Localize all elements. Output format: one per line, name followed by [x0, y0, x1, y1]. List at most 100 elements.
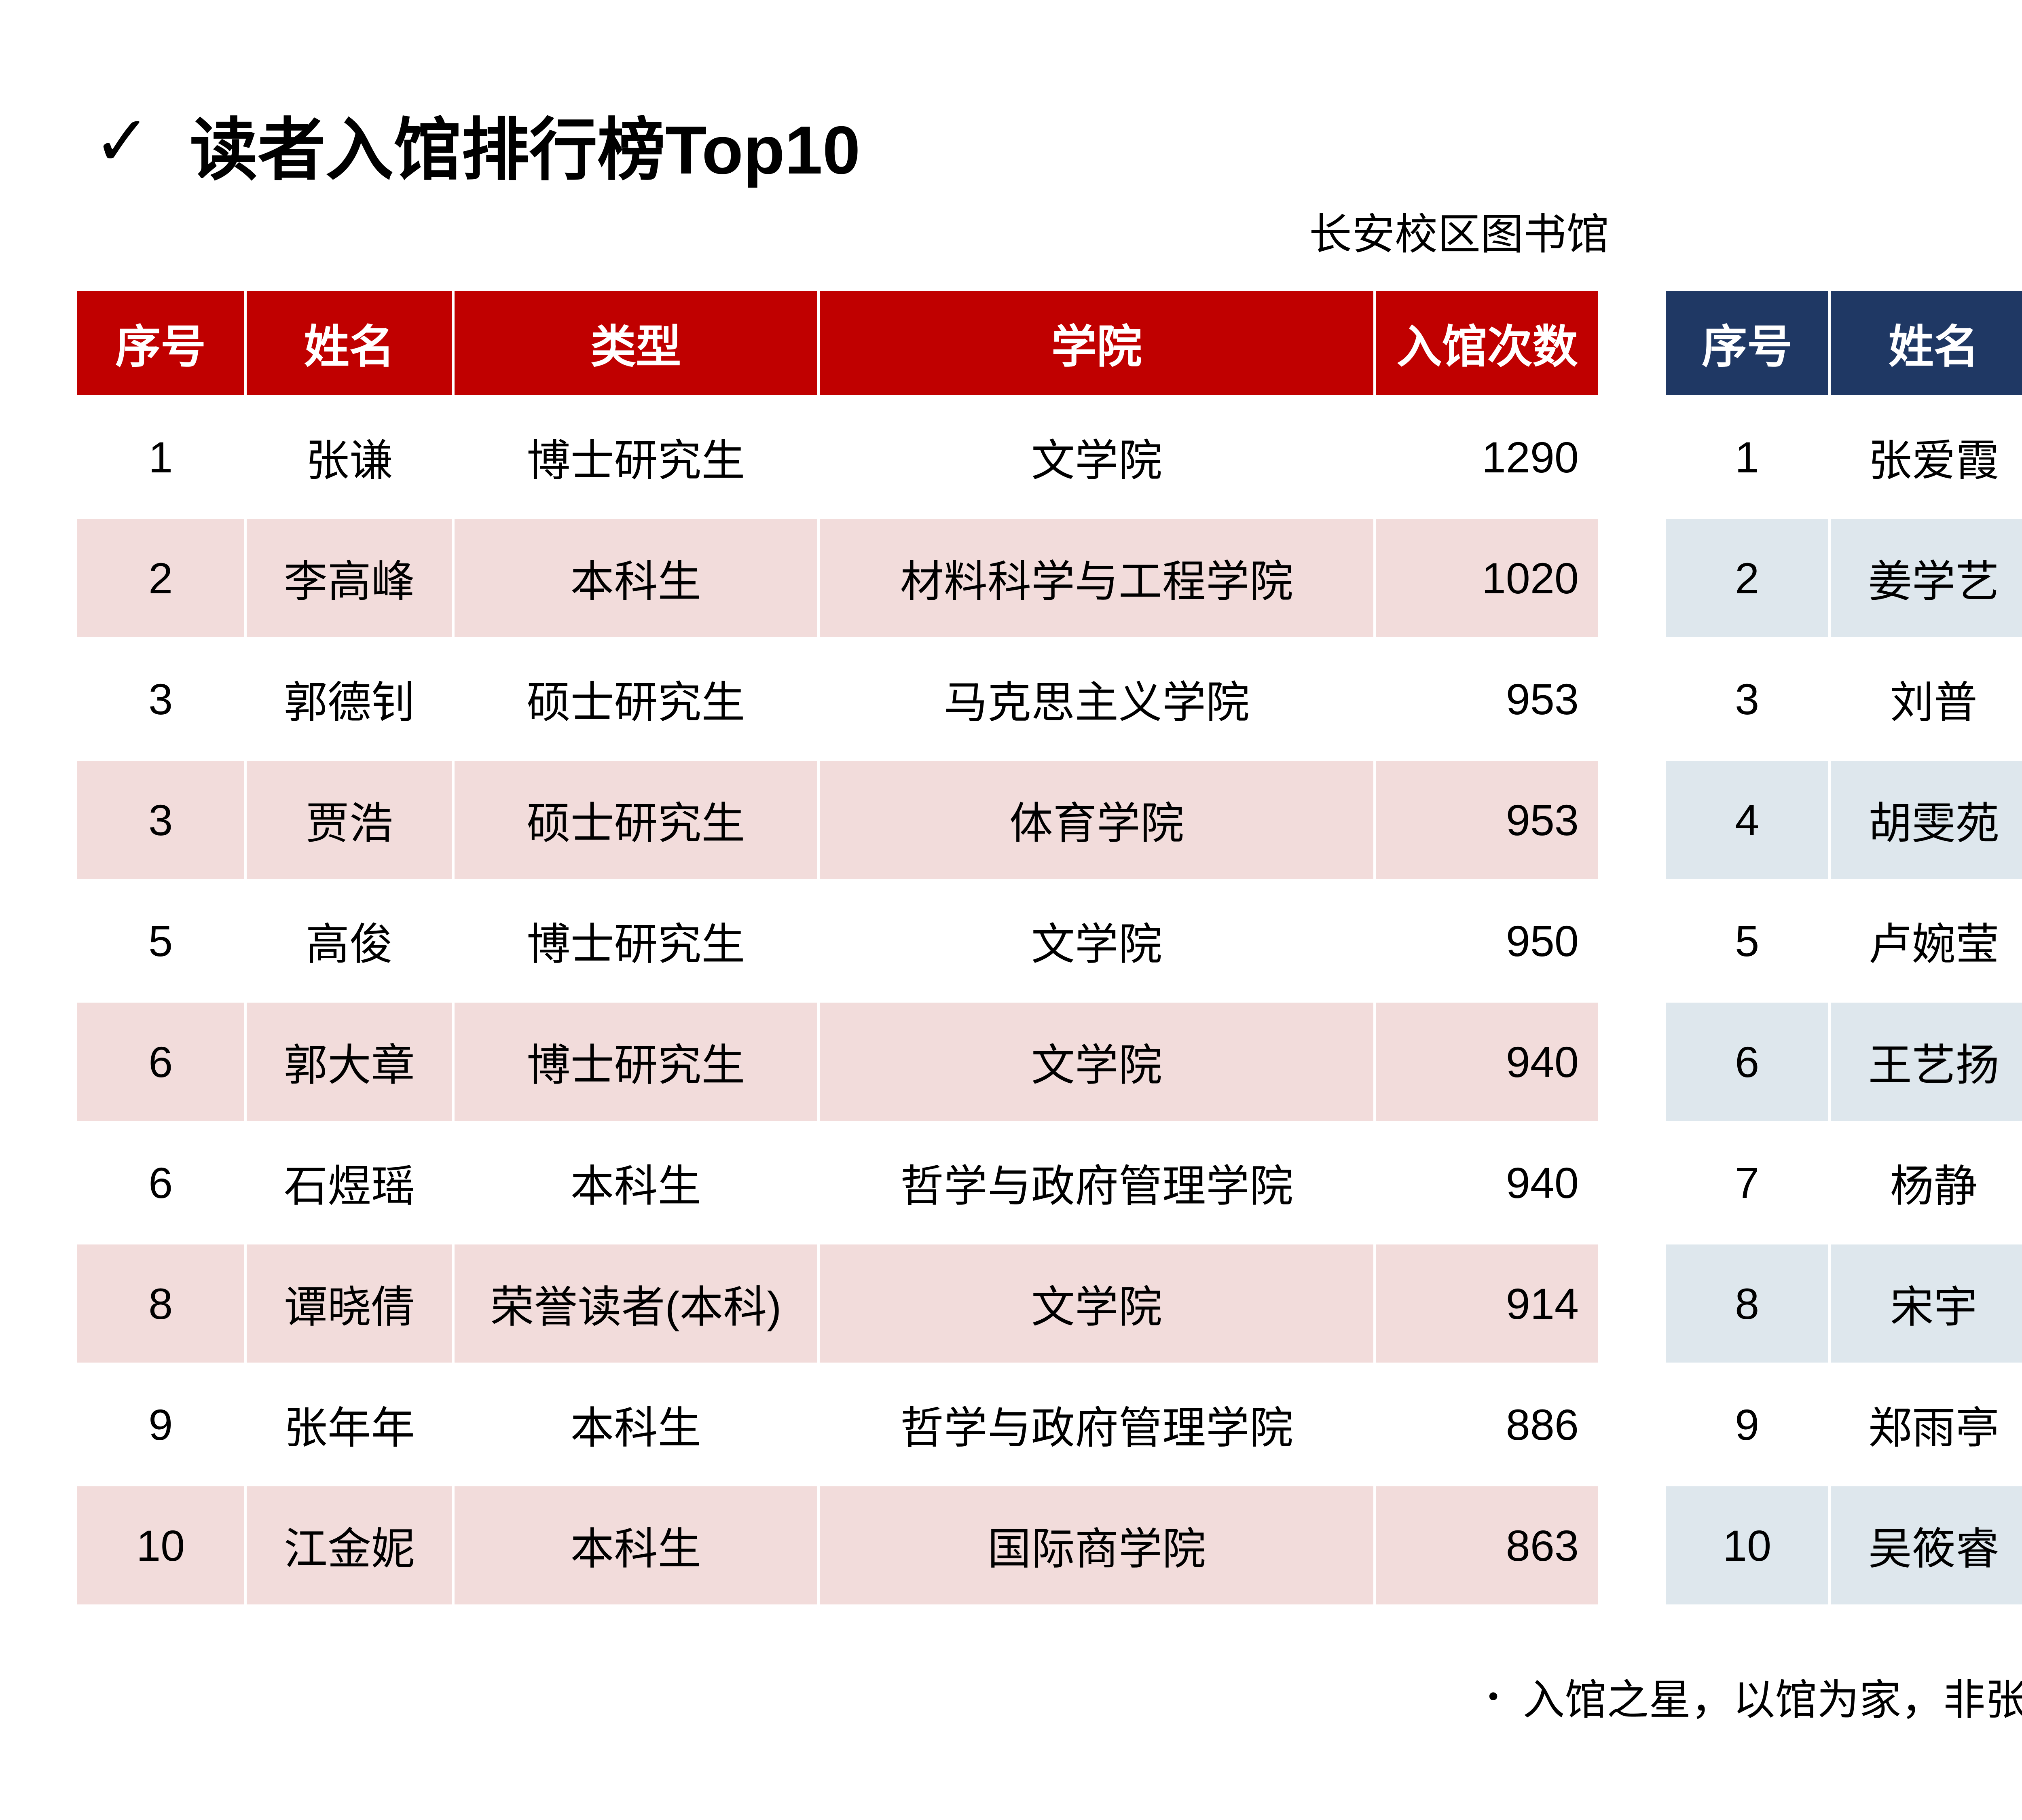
table-cell: 8	[1662, 1242, 1832, 1365]
column-header: 序号	[74, 288, 247, 398]
table-cell: 940	[1373, 1000, 1601, 1124]
changan-table-header: 序号 姓名 类型 学院 入馆次数	[74, 288, 1601, 398]
left-table-subtitle: 长安校区图书馆	[1309, 211, 1609, 258]
footnote-text: 入馆之星，以馆为家，非张同学莫属。这份专一与坚持，值得钦佩。	[1523, 1677, 2022, 1724]
table-cell: 9	[1662, 1363, 1832, 1486]
table-cell: 10	[1662, 1484, 1832, 1607]
table-cell: 953	[1373, 637, 1601, 761]
table-cell: 本科生	[452, 1363, 820, 1486]
changan-table-body: 1 张谦 博士研究生 文学院 1290 2 李高峰 本科生 材料科学与工程学院 1020 3 郭德钊硕…	[74, 395, 1601, 1607]
table-cell: 10	[74, 1484, 247, 1607]
footnote: • 入馆之星，以馆为家，非张同学莫属。这份专一与坚持，值得钦佩。	[1488, 1666, 2022, 1727]
table-row: 8 谭晓倩 荣誉读者(本科) 文学院 914	[74, 1242, 1601, 1365]
table-cell: 6	[74, 1000, 247, 1124]
table-cell: 杨静	[1828, 1121, 2022, 1244]
table-cell: 宋宇	[1828, 1242, 2022, 1365]
table-cell: 哲学与政府管理学院	[817, 1121, 1377, 1244]
table-cell: 9	[74, 1363, 247, 1486]
column-header: 序号	[1662, 288, 1832, 398]
table-cell: 马克思主义学院	[817, 637, 1377, 761]
table-row: 5卢婉莹博士研究生外国语学院703	[1662, 879, 2022, 1003]
table-row: 10吴筱睿本科生马克思主义学院667	[1662, 1484, 2022, 1607]
table-row: 2姜学艺硕士研究生教育学部791	[1662, 516, 2022, 640]
table-cell: 博士研究生	[452, 395, 820, 519]
changan-ranking-table: 序号 姓名 类型 学院 入馆次数 1 张谦 博士研究生 文学院 1290 2 李高峰 本科生 材料科学与…	[74, 288, 1601, 1607]
column-header: 类型	[452, 288, 820, 398]
table-cell: 贾浩	[244, 758, 455, 882]
table-row: 9郑雨亭本科生外国语学院674	[1662, 1363, 2022, 1486]
table-cell: 张爱霞	[1828, 395, 2022, 519]
table-row: 6 石煜瑶 本科生 哲学与政府管理学院 940	[74, 1121, 1601, 1244]
table-cell: 本科生	[452, 1484, 820, 1607]
table-cell: 5	[1662, 879, 1832, 1003]
table-cell: 硕士研究生	[452, 637, 820, 761]
table-row: 1 张谦 博士研究生 文学院 1290	[74, 395, 1601, 519]
table-cell: 张年年	[244, 1363, 455, 1486]
column-header: 姓名	[244, 288, 455, 398]
page-title-text: 读者入馆排行榜Top10	[190, 112, 861, 188]
table-cell: 7	[1662, 1121, 1832, 1244]
table-cell: 文学院	[817, 1000, 1377, 1124]
table-cell: 2	[1662, 516, 1832, 640]
table-row: 3刘普硕士研究生教育学部744	[1662, 637, 2022, 761]
table-cell: 郭德钊	[244, 637, 455, 761]
table-cell: 本科生	[452, 1121, 820, 1244]
table-row: 2 李高峰 本科生 材料科学与工程学院 1020	[74, 516, 1601, 640]
table-cell: 1290	[1373, 395, 1601, 519]
table-row: 6王艺扬本科生地理科学与旅游学院693	[1662, 1000, 2022, 1124]
table-cell: 本科生	[452, 516, 820, 640]
table-cell: 3	[74, 758, 247, 882]
table-row: 10 江金妮 本科生 国际商学院 863	[74, 1484, 1601, 1607]
table-row: 3 贾浩 硕士研究生 体育学院 953	[74, 758, 1601, 882]
table-cell: 863	[1373, 1484, 1601, 1607]
table-cell: 8	[74, 1242, 247, 1365]
table-cell: 1	[74, 395, 247, 519]
right-table-subtitle: 雁塔校区图书馆	[1663, 204, 2022, 265]
table-row: 6 郭大章 博士研究生 文学院 940	[74, 1000, 1601, 1124]
table-cell: 石煜瑶	[244, 1121, 455, 1244]
table-cell: 文学院	[817, 879, 1377, 1003]
table-cell: 刘普	[1828, 637, 2022, 761]
table-cell: 江金妮	[244, 1484, 455, 1607]
table-cell: 886	[1373, 1363, 1601, 1486]
table-cell: 姜学艺	[1828, 516, 2022, 640]
table-cell: 6	[74, 1121, 247, 1244]
table-cell: 胡雯苑	[1828, 758, 2022, 882]
table-cell: 6	[1662, 1000, 1832, 1124]
table-cell: 李高峰	[244, 516, 455, 640]
table-cell: 材料科学与工程学院	[817, 516, 1377, 640]
table-cell: 1020	[1373, 516, 1601, 640]
page-title: ✓ 读者入馆排行榜Top10	[93, 95, 860, 193]
table-cell: 国际商学院	[817, 1484, 1377, 1607]
table-cell: 高俊	[244, 879, 455, 1003]
table-cell: 硕士研究生	[452, 758, 820, 882]
table-cell: 2	[74, 516, 247, 640]
table-row: 8宋宇硕士研究生教育学部685	[1662, 1242, 2022, 1365]
table-cell: 4	[1662, 758, 1832, 882]
table-cell: 3	[74, 637, 247, 761]
column-header: 入馆次数	[1373, 288, 1601, 398]
table-cell: 博士研究生	[452, 1000, 820, 1124]
header-row: 序号姓名类型学院入馆次数	[74, 288, 1601, 398]
table-cell: 体育学院	[817, 758, 1377, 882]
changan-table-container: 序号 姓名 类型 学院 入馆次数 1 张谦 博士研究生 文学院 1290 2 李高峰 本科生 材料科学与…	[74, 288, 1601, 1607]
table-cell: 文学院	[817, 1242, 1377, 1365]
table-cell: 953	[1373, 758, 1601, 882]
table-row: 9 张年年 本科生 哲学与政府管理学院 886	[74, 1363, 1601, 1486]
table-cell: 914	[1373, 1242, 1601, 1365]
table-row: 5 高俊 博士研究生 文学院 950	[74, 879, 1601, 1003]
table-cell: 3	[1662, 637, 1832, 761]
checkmark-icon: ✓	[93, 102, 152, 180]
table-cell: 王艺扬	[1828, 1000, 2022, 1124]
table-cell: 940	[1373, 1121, 1601, 1244]
table-cell: 1	[1662, 395, 1832, 519]
yanta-table-body: 1张爱霞硕士研究生马克思主义学院13142姜学艺硕士研究生教育学部7913刘普硕…	[1662, 395, 2022, 1607]
table-cell: 吴筱睿	[1828, 1484, 2022, 1607]
column-header: 姓名	[1828, 288, 2022, 398]
table-cell: 谭晓倩	[244, 1242, 455, 1365]
table-cell: 博士研究生	[452, 879, 820, 1003]
table-row: 4胡雯苑硕士研究生外国语学院707	[1662, 758, 2022, 882]
